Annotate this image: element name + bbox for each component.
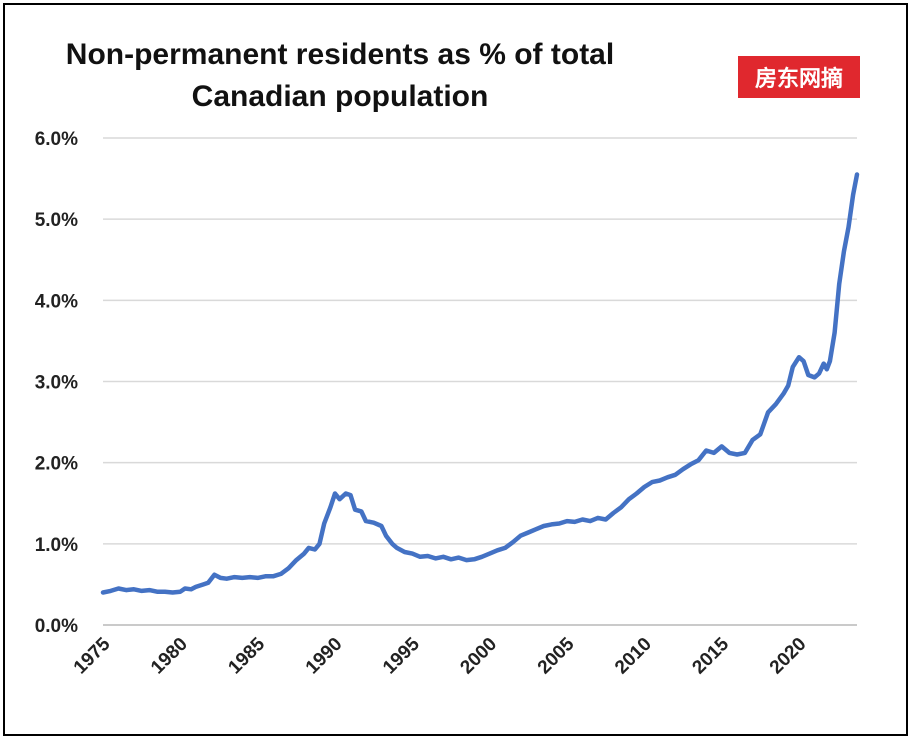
chart-title-line-1: Non-permanent residents as % of total	[65, 38, 615, 71]
y-tick-label: 2.0%	[35, 454, 78, 475]
x-axis-ticks: 1975 1980 1985 1990 1995 2000 2005 2010 2015 2020	[70, 633, 811, 678]
x-tick-label: 2020	[766, 634, 811, 679]
y-tick-label: 3.0%	[35, 373, 78, 394]
series-line-0	[100, 172, 860, 595]
x-tick-label: 2010	[611, 634, 656, 679]
chart-title-line-2: Canadian population	[191, 80, 489, 113]
x-tick-label: 1980	[147, 634, 192, 679]
y-tick-label: 1.0%	[35, 535, 78, 556]
series-group	[100, 172, 860, 595]
gridlines	[103, 137, 857, 626]
y-axis-ticks: 0.0% 1.0% 2.0% 3.0% 4.0% 5.0% 6.0%	[35, 129, 78, 637]
chart-title: Non-permanent residents as % of total Ca…	[40, 34, 640, 118]
y-tick-label: 6.0%	[35, 129, 78, 150]
y-tick-label: 0.0%	[35, 616, 78, 637]
x-tick-label: 1975	[70, 633, 115, 678]
y-tick-label: 4.0%	[35, 291, 78, 312]
x-tick-label: 1990	[302, 634, 347, 679]
y-tick-label: 5.0%	[35, 210, 78, 231]
x-tick-label: 2000	[456, 634, 501, 679]
watermark-logo: 房东网摘	[738, 56, 860, 98]
x-tick-label: 2005	[534, 633, 579, 678]
x-tick-label: 1985	[224, 633, 269, 678]
x-tick-label: 1995	[379, 633, 424, 678]
chart-frame	[3, 3, 908, 736]
x-tick-label: 2015	[688, 633, 733, 678]
